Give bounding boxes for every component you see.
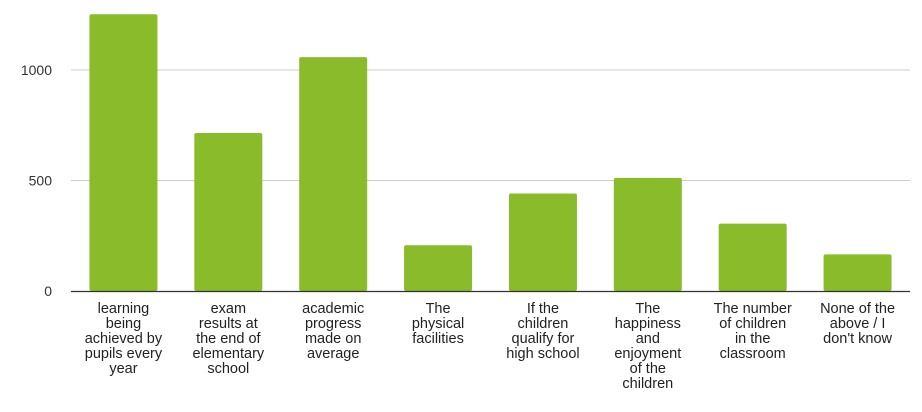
bar-1: [89, 14, 158, 291]
x-category-label-line: happiness: [615, 316, 681, 332]
x-category-label-line: physical: [412, 316, 464, 332]
x-category-label-4: The physical facilities: [412, 301, 464, 347]
x-category-label-line: made on: [305, 331, 361, 347]
x-category-label-line: classroom: [720, 346, 786, 362]
x-category-label-line: high school: [506, 346, 579, 362]
x-category-label-line: children: [518, 316, 569, 332]
x-category-label-line: the end of: [196, 331, 261, 347]
x-category-label-line: academic: [302, 301, 364, 317]
x-category-label-line: pupils every: [85, 346, 163, 362]
x-category-label-2: exam results at the end of elementary school: [192, 301, 264, 377]
x-category-label-line: don't know: [823, 331, 892, 347]
y-tick-label-500: 500: [29, 173, 53, 189]
y-axis-ticks: 0 500 1000: [21, 62, 52, 299]
x-category-label-1: learning being achieved by pupils every year: [85, 301, 163, 377]
x-category-label-line: average: [307, 346, 359, 362]
x-category-label-line: None of the: [820, 301, 895, 317]
x-category-label-line: The: [426, 301, 451, 317]
x-category-label-line: above / I: [830, 316, 886, 332]
bars: [89, 14, 892, 291]
x-category-label-line: facilities: [412, 331, 464, 347]
x-category-label-line: year: [109, 361, 137, 377]
x-category-label-line: qualify for: [512, 331, 575, 347]
bar-6: [613, 177, 682, 291]
x-axis-labels: learning being achieved by pupils every year…: [85, 301, 895, 392]
bar-7: [718, 223, 787, 291]
x-category-label-7: The number of children in the classroom: [714, 301, 792, 362]
bar-3: [299, 57, 368, 291]
x-category-label-line: If the: [527, 301, 559, 317]
x-category-label-line: learning: [98, 301, 150, 317]
x-category-label-line: of the: [630, 361, 666, 377]
y-tick-label-1000: 1000: [21, 62, 52, 78]
x-category-label-line: enjoyment: [614, 346, 681, 362]
y-tick-label-0: 0: [44, 283, 52, 299]
x-category-label-line: children: [622, 376, 673, 392]
x-category-label-line: of children: [719, 316, 786, 332]
bar-4: [404, 245, 473, 291]
x-category-label-line: achieved by: [85, 331, 163, 347]
x-category-label-line: results at: [199, 316, 258, 332]
x-category-label-line: and: [636, 331, 660, 347]
x-category-label-3: academic progress made on average: [302, 301, 364, 362]
x-category-label-line: progress: [305, 316, 361, 332]
bar-8: [823, 254, 892, 291]
x-category-label-line: in the: [735, 331, 770, 347]
x-category-label-5: If the children qualify for high school: [506, 301, 579, 362]
x-category-label-line: school: [207, 361, 249, 377]
x-category-label-line: exam: [211, 301, 246, 317]
x-category-label-6: The happiness and enjoyment of the children: [614, 301, 681, 392]
x-category-label-line: being: [106, 316, 141, 332]
bar-5: [508, 193, 577, 291]
x-category-label-line: The: [635, 301, 660, 317]
bar-2: [194, 132, 263, 291]
x-category-label-line: elementary: [192, 346, 264, 362]
x-category-label-line: The number: [714, 301, 792, 317]
